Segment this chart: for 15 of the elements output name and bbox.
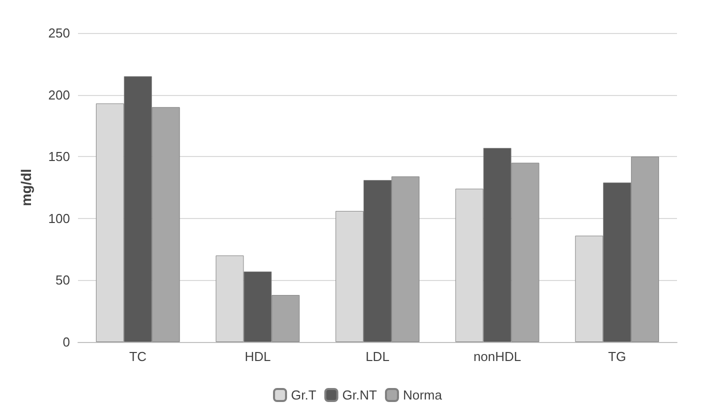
legend-label: Norma <box>402 388 443 402</box>
y-tick-label: 150 <box>48 149 70 164</box>
x-tick-label: LDL <box>366 349 390 364</box>
y-axis-title: mg/dl <box>18 168 34 206</box>
y-tick-label: 50 <box>56 272 70 288</box>
y-tick-label: 100 <box>48 210 70 226</box>
y-tick-label: 0 <box>62 334 70 350</box>
legend-label: Gr.NT <box>342 388 378 402</box>
x-tick-label: TG <box>608 349 626 364</box>
y-tick-label: 250 <box>48 26 70 40</box>
x-tick-label: HDL <box>244 349 271 364</box>
legend-label: Gr.T <box>291 388 316 402</box>
y-tick-label: 200 <box>48 87 70 102</box>
x-tick-label: nonHDL <box>473 349 522 364</box>
x-tick-label: TC <box>129 349 147 364</box>
